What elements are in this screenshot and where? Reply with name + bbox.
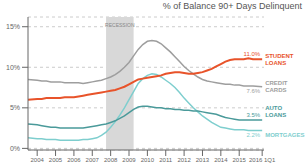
svg-text:STUDENTLOANS: STUDENTLOANS: [265, 53, 294, 66]
svg-text:5%: 5%: [10, 104, 20, 111]
svg-text:2008: 2008: [104, 157, 118, 163]
svg-text:2013: 2013: [196, 157, 210, 163]
svg-text:2004: 2004: [31, 157, 45, 163]
svg-text:2006: 2006: [67, 157, 81, 163]
svg-text:2010: 2010: [141, 157, 155, 163]
svg-text:AUTOLOANS: AUTOLOANS: [265, 105, 286, 118]
svg-text:0%: 0%: [10, 145, 20, 152]
svg-text:2015: 2015: [233, 157, 247, 163]
svg-text:2009: 2009: [122, 157, 136, 163]
svg-text:10%: 10%: [8, 64, 20, 71]
svg-text:2.2%: 2.2%: [246, 132, 260, 138]
svg-text:2012: 2012: [177, 157, 191, 163]
svg-text:3.5%: 3.5%: [246, 112, 260, 118]
svg-text:7.6%: 7.6%: [246, 88, 260, 94]
svg-text:CREDITCARDS: CREDITCARDS: [265, 80, 288, 93]
html-text:% of Balance 90+ Days Delinque: % of Balance 90+ Days Delinquent: [162, 1, 302, 11]
svg-text:2016 1Q1: 2016 1Q1: [249, 157, 276, 163]
svg-text:2011: 2011: [159, 157, 173, 163]
svg-text:RECESSION: RECESSION: [105, 22, 135, 28]
svg-text:2007: 2007: [86, 157, 100, 163]
svg-text:2014: 2014: [214, 157, 228, 163]
svg-text:15%: 15%: [8, 23, 20, 30]
svg-text:2005: 2005: [49, 157, 63, 163]
svg-text:11.0%: 11.0%: [244, 51, 261, 57]
svg-text:MORTGAGES: MORTGAGES: [265, 132, 300, 138]
